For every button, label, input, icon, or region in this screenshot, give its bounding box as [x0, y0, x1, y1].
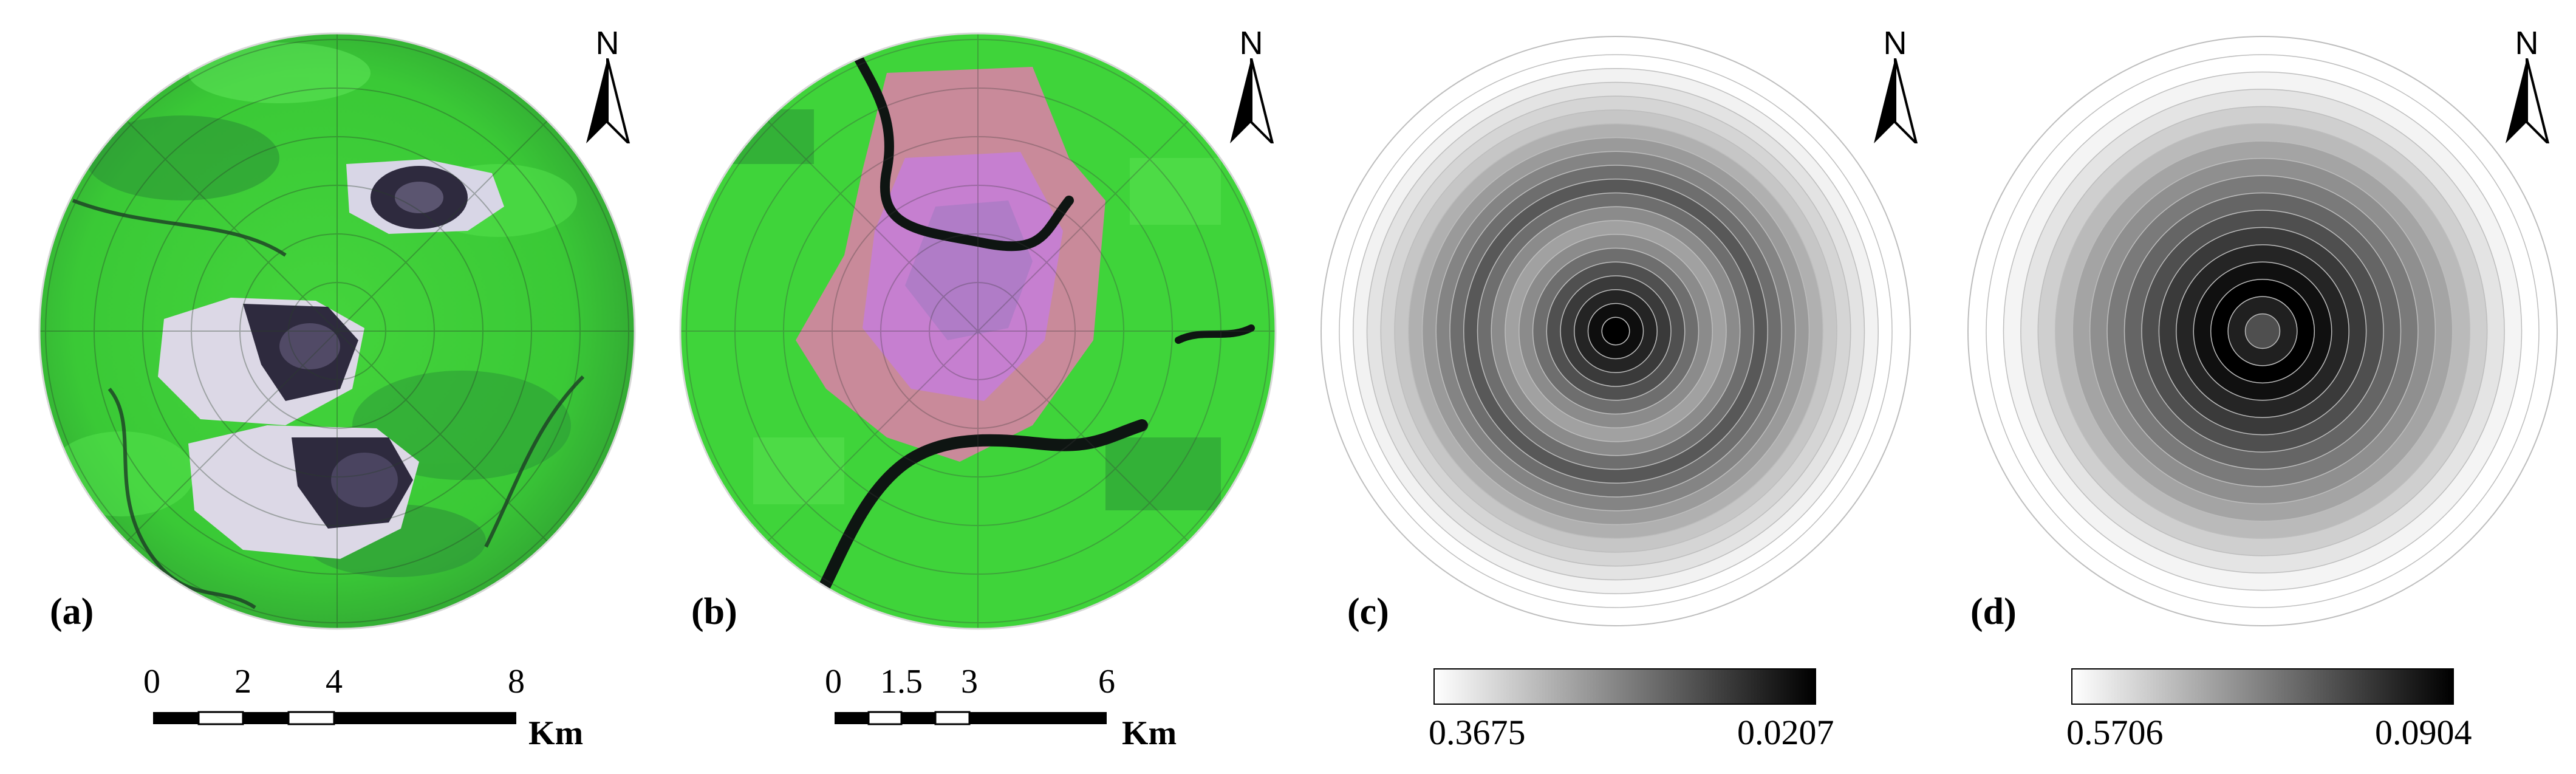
color-ramp — [2071, 668, 2454, 705]
north-letter: N — [1239, 25, 1263, 61]
north-arrow-icon — [586, 58, 630, 143]
north-arrow-icon — [2506, 58, 2550, 143]
panel-a: (a) N 0 2 4 8 Km — [0, 0, 644, 774]
river — [814, 33, 1255, 601]
north-letter: N — [2515, 25, 2539, 61]
scale-tick: 6 — [1098, 663, 1115, 700]
legend-min-label: 0.5706 — [2066, 713, 2164, 752]
panel-label: (c) — [1347, 591, 1389, 632]
outer-buffer-ring — [1320, 36, 1911, 626]
scale-tick: 2 — [234, 663, 251, 700]
scale-tick: 8 — [508, 663, 525, 700]
legend-min-label: 0.3675 — [1429, 713, 1526, 752]
panel-b: (b) N 0 1.5 3 6 Km — [644, 0, 1288, 774]
scale-tick: 1.5 — [880, 663, 923, 700]
scale-bar: 0 1.5 3 6 Km — [825, 662, 1259, 752]
scale-unit: Km — [1122, 714, 1177, 752]
panel-label: (a) — [50, 591, 94, 632]
scale-tick: 0 — [825, 663, 842, 700]
ring-map-d — [1967, 36, 2558, 626]
panel-c: (c) N 0.3675 0.0207 — [1288, 0, 1932, 774]
mine-pit-3 — [188, 425, 419, 559]
scale-unit: Km — [528, 714, 584, 752]
scale-tick: 0 — [143, 663, 160, 700]
color-ramp — [1433, 668, 1816, 705]
north-arrow: N — [2499, 24, 2554, 146]
scale-bar-graphic — [153, 711, 516, 725]
legend-max-label: 0.0207 — [1737, 713, 1834, 752]
north-arrow-icon — [1230, 58, 1274, 143]
satellite-map-a — [38, 32, 636, 630]
north-arrow: N — [1224, 24, 1279, 146]
north-arrow: N — [580, 24, 635, 146]
panel-label: (d) — [1970, 591, 2017, 632]
ring-band — [2244, 313, 2281, 349]
ring-band — [1601, 317, 1630, 346]
outer-buffer-ring — [1967, 36, 2558, 626]
satellite-map-b — [679, 32, 1277, 630]
north-letter: N — [1883, 25, 1907, 61]
north-arrow: N — [1868, 24, 1922, 146]
mine-pit-1 — [346, 159, 504, 234]
panel-label: (b) — [691, 591, 737, 632]
color-legend: 0.5706 0.0904 — [2066, 668, 2496, 759]
scale-tick: 3 — [961, 663, 978, 700]
scale-bar: 0 2 4 8 Km — [143, 662, 638, 752]
north-arrow-icon — [1874, 58, 1918, 143]
legend-max-label: 0.0904 — [2375, 713, 2472, 752]
color-legend: 0.3675 0.0207 — [1429, 668, 1859, 759]
north-letter: N — [595, 25, 620, 61]
mine-pit-2 — [158, 298, 364, 425]
ring-map-c — [1320, 36, 1911, 626]
panel-d: (d) N 0.5706 0.0904 — [1932, 0, 2575, 774]
scale-tick: 4 — [326, 663, 343, 700]
scale-bar-graphic — [835, 711, 1107, 725]
